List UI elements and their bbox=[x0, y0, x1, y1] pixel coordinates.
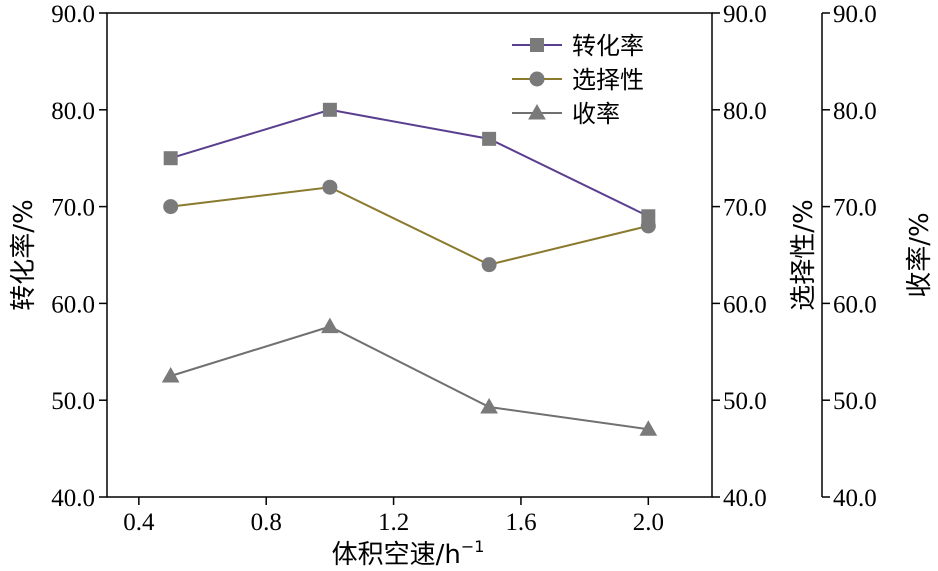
right-axis-tick-label: 80.0 bbox=[723, 98, 767, 125]
data-point-yield bbox=[321, 317, 339, 334]
legend-label-yield: 收率 bbox=[572, 100, 620, 128]
left-axis-tick-label: 70.0 bbox=[51, 195, 95, 222]
left-axis-tick-label: 50.0 bbox=[51, 388, 95, 415]
x-axis-tick-label: 2.0 bbox=[633, 509, 664, 536]
series-layer bbox=[161, 102, 658, 436]
left-axis-tick-label: 90.0 bbox=[51, 1, 95, 28]
left-axis-label: 转化率/% bbox=[9, 199, 39, 310]
data-point-selectivity bbox=[163, 199, 179, 215]
right-axis-tick-label: 40.0 bbox=[723, 485, 767, 512]
data-point-conversion bbox=[163, 151, 178, 166]
left-axis-tick-label: 80.0 bbox=[51, 98, 95, 125]
data-point-yield bbox=[639, 420, 658, 436]
right-axis-tick-label: 60.0 bbox=[723, 291, 767, 318]
legend-label-selectivity: 选择性 bbox=[572, 66, 644, 94]
right-axis-tick-label: 50.0 bbox=[723, 388, 767, 415]
left-axis-tick-label: 40.0 bbox=[51, 485, 95, 512]
data-point-yield bbox=[480, 397, 498, 414]
data-point-selectivity bbox=[322, 179, 338, 195]
x-axis-tick-label: 0.4 bbox=[123, 509, 155, 536]
offset-axis-tick-label: 90.0 bbox=[833, 1, 877, 28]
right-axis-tick-label: 70.0 bbox=[723, 195, 767, 222]
offset-axis-tick-label: 80.0 bbox=[833, 98, 877, 125]
data-point-conversion bbox=[482, 131, 497, 146]
series-line-yield bbox=[170, 325, 649, 431]
right-axis-label: 选择性/% bbox=[789, 199, 819, 310]
x-axis-label-exponent: −1 bbox=[461, 537, 485, 556]
series-line-conversion bbox=[170, 108, 649, 218]
offset-axis-tick-label: 70.0 bbox=[833, 195, 877, 222]
axis-ticks: 40.0 40.0 40.0 50.0 50.0 50.0 60.0 60.0 60.0 70.0… bbox=[51, 1, 877, 536]
x-axis-tick-label: 0.8 bbox=[251, 509, 282, 536]
right-axis-tick-label: 90.0 bbox=[723, 1, 767, 28]
data-point-selectivity bbox=[640, 218, 656, 234]
legend-marker-conversion bbox=[530, 38, 544, 52]
x-axis-tick-label: 1.2 bbox=[378, 509, 409, 536]
series-line-selectivity bbox=[170, 186, 649, 266]
offset-axis-tick-label: 50.0 bbox=[833, 388, 877, 415]
x-axis-tick-label: 1.6 bbox=[505, 509, 536, 536]
left-axis-tick-label: 60.0 bbox=[51, 291, 95, 318]
offset-axis-tick-label: 40.0 bbox=[833, 485, 877, 512]
data-point-yield bbox=[161, 366, 180, 383]
legend-label-conversion: 转化率 bbox=[572, 32, 644, 60]
offset-axis-tick-label: 60.0 bbox=[833, 291, 877, 318]
x-axis-label: 体积空速/h−1 bbox=[332, 537, 485, 570]
legend-marker-selectivity bbox=[529, 71, 545, 87]
data-point-selectivity bbox=[481, 257, 497, 273]
offset-axis-label: 收率/% bbox=[905, 212, 935, 297]
legend-marker-yield bbox=[528, 103, 546, 120]
data-point-conversion bbox=[322, 102, 337, 117]
plot-frame bbox=[106, 12, 823, 498]
x-axis-label-main: 体积空速/h bbox=[332, 540, 461, 570]
plot-border bbox=[106, 12, 713, 498]
